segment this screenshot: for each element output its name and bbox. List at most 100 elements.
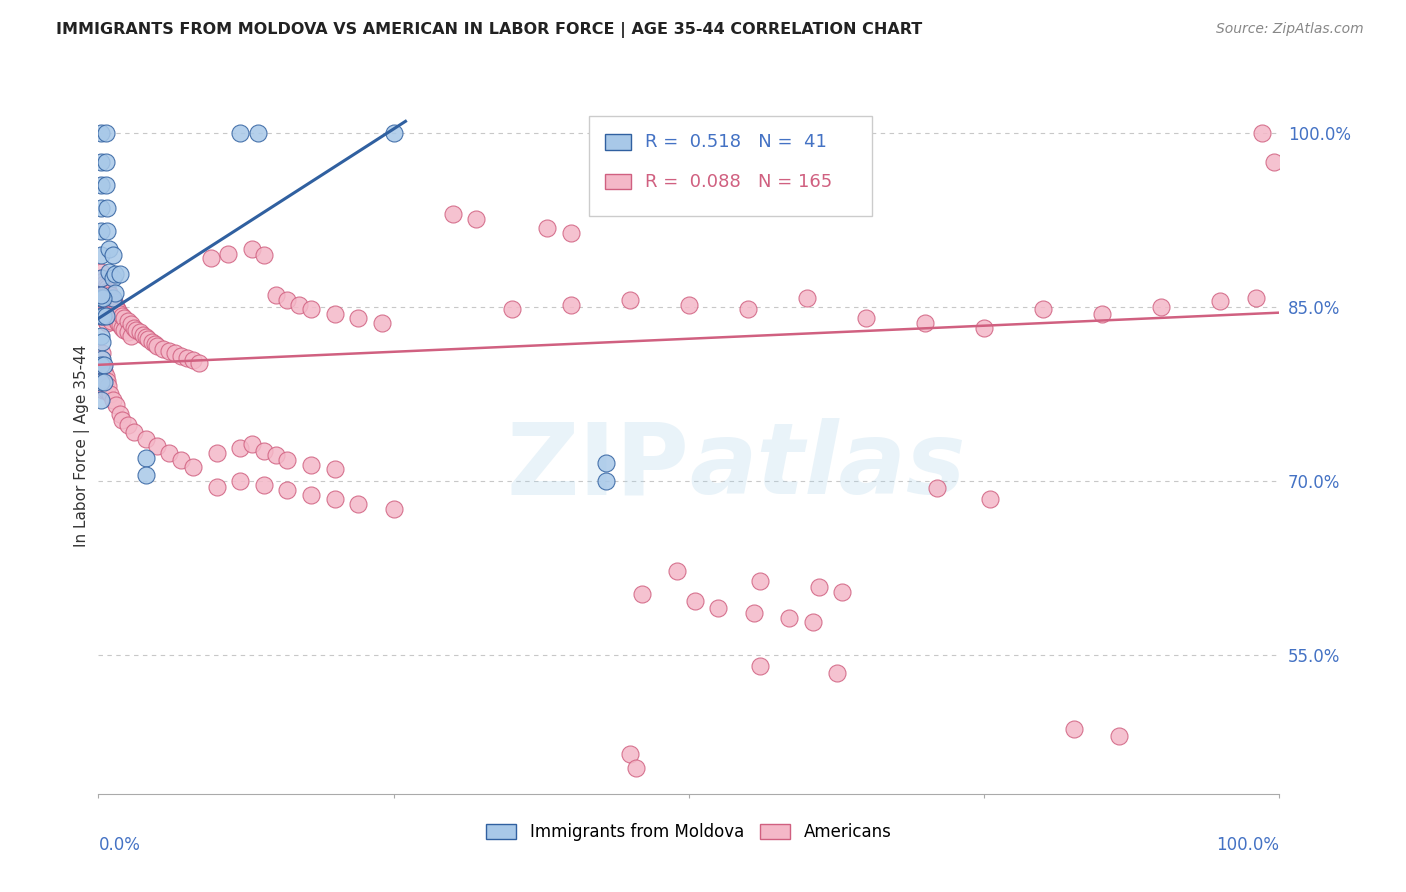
- Text: 100.0%: 100.0%: [1216, 836, 1279, 854]
- Point: [382, 126, 405, 140]
- Point: [121, 318, 143, 332]
- Point: [382, 501, 405, 516]
- Point: [94, 291, 117, 305]
- Point: [100, 314, 122, 328]
- Point: [501, 302, 523, 317]
- Point: [925, 481, 948, 495]
- Point: [128, 326, 150, 340]
- Point: [93, 364, 115, 378]
- Point: [146, 339, 169, 353]
- Point: [678, 297, 700, 311]
- Point: [101, 271, 124, 285]
- Text: ZIP: ZIP: [506, 418, 689, 516]
- Point: [371, 316, 394, 330]
- Point: [1250, 126, 1272, 140]
- Point: [264, 448, 287, 462]
- Point: [707, 601, 730, 615]
- Point: [253, 248, 276, 262]
- Point: [105, 311, 128, 326]
- Point: [104, 268, 127, 282]
- Point: [170, 349, 193, 363]
- Point: [96, 293, 118, 307]
- Legend: Immigrants from Moldova, Americans: Immigrants from Moldova, Americans: [479, 817, 898, 848]
- Point: [560, 297, 582, 311]
- Point: [91, 274, 114, 288]
- Point: [90, 358, 112, 372]
- Point: [98, 265, 121, 279]
- Point: [93, 375, 115, 389]
- Point: [104, 297, 127, 311]
- Point: [1244, 291, 1267, 305]
- Point: [1209, 294, 1232, 309]
- Point: [112, 311, 135, 326]
- Point: [748, 574, 770, 588]
- Point: [217, 246, 239, 260]
- Point: [90, 329, 112, 343]
- Point: [748, 659, 770, 673]
- Point: [94, 155, 117, 169]
- Point: [96, 374, 118, 388]
- Point: [98, 288, 121, 302]
- Point: [323, 492, 346, 507]
- Point: [90, 202, 112, 216]
- Point: [93, 277, 115, 291]
- Point: [742, 606, 765, 620]
- Point: [98, 311, 121, 326]
- Point: [91, 334, 114, 349]
- Point: [101, 392, 124, 407]
- Point: [121, 329, 143, 343]
- Point: [94, 369, 117, 384]
- Point: [103, 295, 125, 310]
- Point: [135, 432, 157, 446]
- FancyBboxPatch shape: [605, 174, 631, 189]
- Point: [157, 446, 180, 460]
- Point: [105, 314, 128, 328]
- Point: [90, 155, 112, 169]
- Point: [276, 483, 298, 497]
- Point: [465, 211, 488, 226]
- Point: [666, 564, 689, 578]
- Point: [101, 293, 124, 307]
- Point: [90, 225, 112, 239]
- Point: [97, 284, 120, 298]
- Point: [299, 458, 322, 472]
- Point: [807, 581, 830, 595]
- Point: [630, 587, 652, 601]
- Point: [93, 358, 115, 372]
- Point: [91, 372, 114, 386]
- Point: [94, 309, 117, 323]
- Point: [90, 392, 112, 407]
- Point: [90, 271, 112, 285]
- Point: [94, 126, 117, 140]
- Point: [276, 293, 298, 307]
- Point: [117, 326, 139, 340]
- Point: [97, 295, 120, 310]
- Text: R =  0.518   N =  41: R = 0.518 N = 41: [645, 133, 827, 151]
- Point: [176, 351, 198, 365]
- Point: [105, 398, 128, 412]
- Point: [170, 453, 193, 467]
- Point: [94, 302, 117, 317]
- Point: [98, 309, 121, 323]
- Point: [97, 307, 120, 321]
- Point: [619, 747, 641, 762]
- Point: [100, 291, 122, 305]
- Point: [135, 450, 157, 465]
- Point: [101, 291, 124, 305]
- Point: [122, 425, 145, 439]
- Point: [91, 271, 114, 285]
- Point: [91, 291, 114, 305]
- Point: [229, 442, 252, 456]
- Point: [94, 279, 117, 293]
- Point: [105, 302, 128, 317]
- Point: [1263, 155, 1285, 169]
- Point: [979, 492, 1001, 507]
- Point: [91, 384, 114, 398]
- Point: [1063, 722, 1085, 736]
- Point: [200, 251, 222, 265]
- Point: [90, 248, 112, 262]
- Point: [111, 320, 134, 334]
- Point: [240, 436, 263, 450]
- Point: [122, 320, 145, 334]
- Point: [111, 309, 134, 323]
